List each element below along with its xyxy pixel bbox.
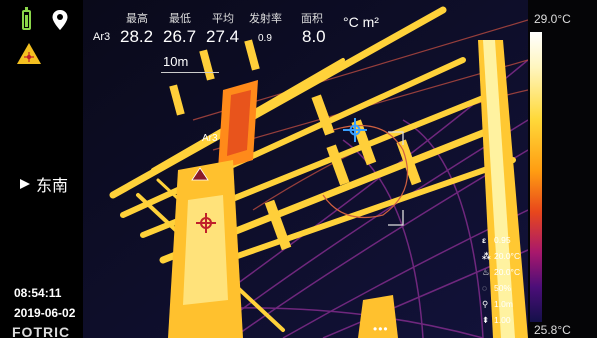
emissivity-value: 0.9 bbox=[258, 33, 272, 44]
color-palette-bar[interactable] bbox=[530, 32, 542, 322]
param-transmission: ⇞ 1.00 bbox=[482, 312, 530, 328]
brand-logo: FOTRIC bbox=[12, 324, 71, 338]
distance-label[interactable]: 10m bbox=[163, 54, 189, 69]
clock-date: 2019-06-02 bbox=[14, 306, 76, 320]
param-reflected-temp: ⁂ 20.0°C bbox=[482, 248, 530, 264]
center-crosshair-marker bbox=[343, 118, 367, 142]
thermal-scene bbox=[83, 0, 529, 338]
emissivity-label: 发射率 bbox=[249, 13, 282, 25]
ambient-temp-icon: ♨ bbox=[482, 267, 490, 277]
max-label: 最高 bbox=[126, 13, 148, 25]
distance-underline bbox=[161, 72, 219, 73]
param-emissivity: ε 0.95 bbox=[482, 232, 530, 248]
min-value: 26.7 bbox=[163, 27, 197, 46]
area-tag[interactable]: Ar3 bbox=[93, 31, 111, 43]
param-humidity: ◌ 50% bbox=[482, 280, 530, 296]
transmission-icon: ⇞ bbox=[482, 315, 490, 325]
more-options-button[interactable]: ••• bbox=[373, 322, 389, 336]
param-distance: ⚲ 1.0m bbox=[482, 296, 530, 312]
area-label: 面积 bbox=[301, 13, 323, 25]
palette-min-temp[interactable]: 25.8°C bbox=[534, 323, 571, 337]
palette-max-temp[interactable]: 29.0°C bbox=[534, 12, 571, 26]
battery-icon bbox=[22, 7, 31, 30]
parameter-list[interactable]: ε 0.95 ⁂ 20.0°C ♨ 20.0°C ◌ 50% ⚲ 1.0m ⇞ 1.00 bbox=[482, 232, 530, 328]
distance-icon: ⚲ bbox=[482, 299, 489, 309]
reflected-temp-icon: ⁂ bbox=[482, 251, 491, 261]
clock-time: 08:54:11 bbox=[14, 286, 62, 300]
area-label-overlay: Ar3 bbox=[202, 133, 218, 144]
left-status-bar: 东南 08:54:11 2019-06-02 FOTRIC bbox=[0, 0, 83, 338]
thermal-image-view[interactable]: Ar3 ••• bbox=[83, 0, 529, 338]
location-pin-icon[interactable] bbox=[52, 10, 68, 30]
red-crosshair-marker bbox=[196, 213, 216, 233]
min-label: 最低 bbox=[169, 13, 191, 25]
max-value: 28.2 bbox=[120, 27, 154, 46]
direction-arrow-icon bbox=[20, 179, 30, 189]
humidity-icon: ◌ bbox=[482, 283, 488, 293]
param-ambient-temp: ♨ 20.0°C bbox=[482, 264, 530, 280]
area-value: 8.0 bbox=[302, 27, 326, 46]
min-temp-marker bbox=[191, 167, 209, 181]
units-label: °C m² bbox=[343, 14, 379, 30]
compass-direction: 东南 bbox=[20, 172, 68, 196]
avg-label: 平均 bbox=[212, 13, 234, 25]
avg-value: 27.4 bbox=[206, 27, 240, 46]
direction-text: 东南 bbox=[36, 178, 69, 195]
laser-warning-icon[interactable] bbox=[17, 43, 41, 64]
measurement-panel: Ar3 最高 最低 平均 发射率 面积 28.2 26.7 27.4 0.9 8… bbox=[83, 0, 523, 73]
emissivity-icon: ε bbox=[482, 235, 487, 245]
